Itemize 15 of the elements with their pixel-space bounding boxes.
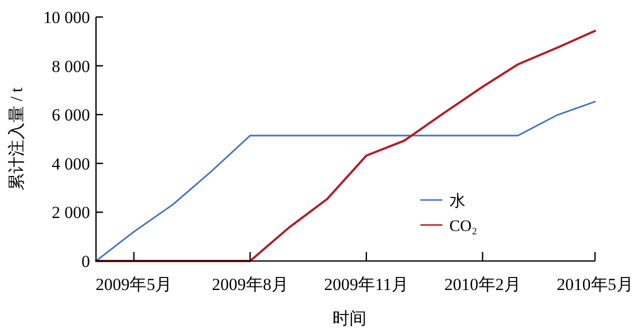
x-tick-label: 2010年5月 — [556, 275, 634, 294]
legend-label: 水 — [449, 192, 466, 210]
x-axis-title: 时间 — [332, 309, 366, 328]
legend-label: CO₂ — [449, 218, 478, 235]
x-tick-label: 2009年11月 — [324, 275, 409, 294]
x-tick-label: 2010年2月 — [444, 275, 521, 294]
y-axis-title: 累计注入量 / t — [7, 87, 26, 190]
y-tick-label: 4 000 — [52, 154, 90, 174]
y-tick-label: 10 000 — [43, 8, 90, 27]
x-tick-label: 2009年8月 — [212, 275, 288, 294]
y-tick-label: 2 000 — [52, 203, 90, 222]
y-tick-label: 8 000 — [52, 56, 90, 76]
y-tick-label: 6 000 — [52, 106, 90, 125]
y-tick-label: 0 — [82, 252, 90, 271]
x-tick-label: 2009年5月 — [96, 275, 172, 294]
